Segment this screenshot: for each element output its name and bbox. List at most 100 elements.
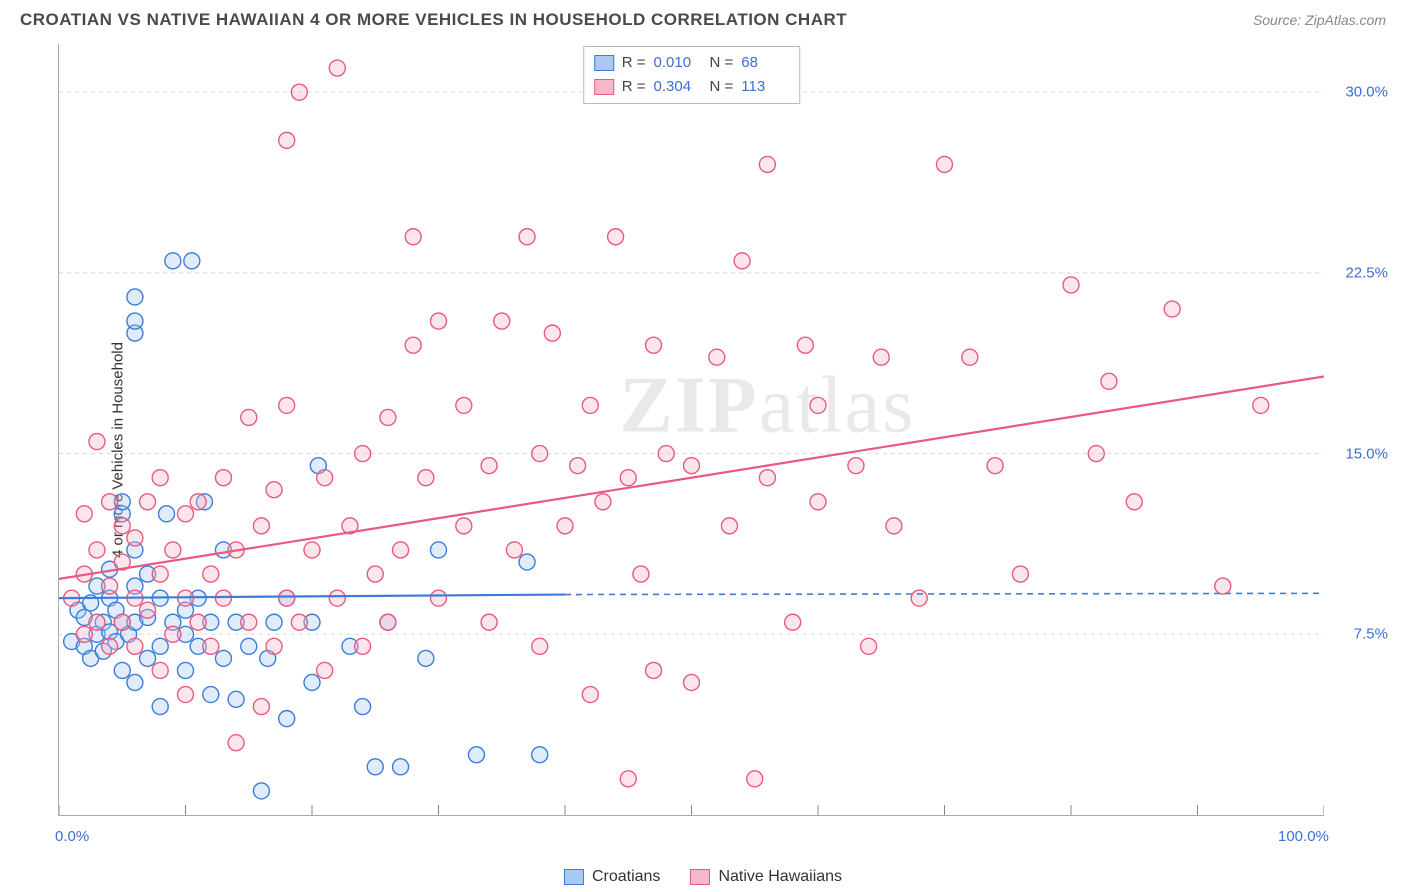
chart-title: CROATIAN VS NATIVE HAWAIIAN 4 OR MORE VE… — [20, 10, 847, 30]
scatter-point — [355, 638, 371, 654]
scatter-point — [355, 699, 371, 715]
legend-item: Croatians — [564, 868, 660, 886]
scatter-point — [317, 470, 333, 486]
scatter-point — [962, 349, 978, 365]
scatter-point — [431, 542, 447, 558]
scatter-point — [456, 397, 472, 413]
scatter-point — [418, 470, 434, 486]
chart-source: Source: ZipAtlas.com — [1253, 12, 1386, 28]
scatter-point — [203, 638, 219, 654]
scatter-point — [76, 506, 92, 522]
scatter-point — [165, 253, 181, 269]
scatter-point — [532, 747, 548, 763]
scatter-point — [367, 566, 383, 582]
scatter-point — [152, 638, 168, 654]
scatter-point — [140, 602, 156, 618]
scatter-point — [279, 590, 295, 606]
scatter-point — [481, 614, 497, 630]
scatter-point — [253, 699, 269, 715]
scatter-point — [1215, 578, 1231, 594]
scatter-point — [873, 349, 889, 365]
scatter-point — [190, 494, 206, 510]
scatter-point — [620, 470, 636, 486]
trend-line — [59, 376, 1324, 578]
scatter-point — [1164, 301, 1180, 317]
scatter-point — [279, 711, 295, 727]
scatter-point — [646, 662, 662, 678]
scatter-point — [759, 470, 775, 486]
scatter-point — [646, 337, 662, 353]
scatter-point — [747, 771, 763, 787]
scatter-point — [405, 337, 421, 353]
scatter-point — [203, 687, 219, 703]
scatter-point — [152, 699, 168, 715]
scatter-point — [165, 626, 181, 642]
y-tick-label: 7.5% — [1354, 626, 1388, 643]
scatter-point — [810, 494, 826, 510]
scatter-point — [620, 771, 636, 787]
scatter-point — [557, 518, 573, 534]
scatter-point — [911, 590, 927, 606]
scatter-point — [279, 397, 295, 413]
y-tick-label: 30.0% — [1345, 84, 1388, 101]
scatter-point — [140, 650, 156, 666]
scatter-point — [886, 518, 902, 534]
scatter-point — [127, 638, 143, 654]
scatter-point — [684, 458, 700, 474]
x-tick-label: 0.0% — [55, 828, 89, 845]
scatter-point — [431, 313, 447, 329]
scatter-point — [127, 674, 143, 690]
scatter-point — [329, 590, 345, 606]
scatter-point — [291, 84, 307, 100]
scatter-point — [266, 614, 282, 630]
scatter-point — [215, 470, 231, 486]
scatter-point — [759, 156, 775, 172]
scatter-point — [633, 566, 649, 582]
scatter-point — [380, 614, 396, 630]
legend-swatch — [690, 869, 710, 885]
scatter-point — [797, 337, 813, 353]
legend-swatch — [594, 55, 614, 71]
legend-stat-row: R = 0.010N = 68 — [594, 51, 790, 75]
scatter-point — [393, 542, 409, 558]
scatter-point — [1253, 397, 1269, 413]
scatter-point — [76, 626, 92, 642]
scatter-point — [380, 409, 396, 425]
scatter-point — [582, 397, 598, 413]
scatter-point — [570, 458, 586, 474]
scatter-point — [848, 458, 864, 474]
scatter-point — [393, 759, 409, 775]
scatter-point — [241, 614, 257, 630]
scatter-point — [367, 759, 383, 775]
scatter-point — [658, 446, 674, 462]
scatter-point — [203, 566, 219, 582]
scatter-point — [721, 518, 737, 534]
scatter-point — [253, 518, 269, 534]
scatter-point — [215, 590, 231, 606]
scatter-point — [102, 578, 118, 594]
scatter-point — [519, 229, 535, 245]
scatter-point — [291, 614, 307, 630]
scatter-point — [987, 458, 1003, 474]
scatter-point — [1088, 446, 1104, 462]
scatter-point — [127, 313, 143, 329]
scatter-point — [152, 470, 168, 486]
legend-swatch — [564, 869, 584, 885]
scatter-point — [266, 482, 282, 498]
scatter-point — [317, 662, 333, 678]
scatter-point — [127, 530, 143, 546]
scatter-point — [102, 494, 118, 510]
scatter-point — [355, 446, 371, 462]
scatter-point — [810, 397, 826, 413]
scatter-point — [532, 638, 548, 654]
trend-line-dashed — [565, 593, 1324, 594]
scatter-point — [595, 494, 611, 510]
scatter-point — [1012, 566, 1028, 582]
scatter-point — [684, 674, 700, 690]
scatter-point — [114, 518, 130, 534]
scatter-point — [89, 614, 105, 630]
scatter-point — [89, 542, 105, 558]
scatter-point — [140, 494, 156, 510]
legend-label: Native Hawaiians — [718, 868, 842, 886]
scatter-point — [937, 156, 953, 172]
